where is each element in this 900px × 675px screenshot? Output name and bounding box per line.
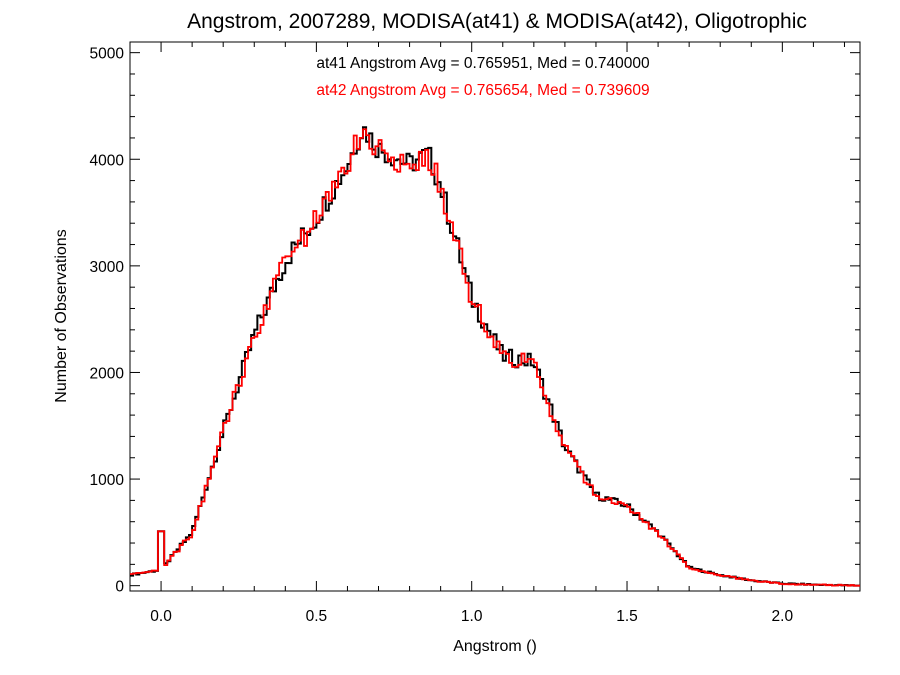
y-tick-label: 1000 <box>90 472 125 489</box>
y-tick-label: 5000 <box>90 46 125 63</box>
series-line-1 <box>130 128 860 587</box>
plot-frame <box>129 41 861 592</box>
annotation-at41: at41 Angstrom Avg = 0.765951, Med = 0.74… <box>316 55 650 72</box>
annotation-at42: at42 Angstrom Avg = 0.765654, Med = 0.73… <box>316 82 649 99</box>
axis-tick-labels: 0.0 0.5 1.0 1.5 2.0 0 1000 2000 3000 4000 5000 <box>90 46 794 625</box>
y-tick-label: 2000 <box>90 365 125 382</box>
chart-title: Angstrom, 2007289, MODISA(at41) & MODISA… <box>187 10 807 33</box>
x-tick-label: 2.0 <box>772 608 794 625</box>
x-axis-label: Angstrom () <box>453 638 537 655</box>
x-tick-label: 1.5 <box>616 608 638 625</box>
x-tick-label: 1.0 <box>461 608 483 625</box>
y-tick-label: 4000 <box>90 152 125 169</box>
x-tick-label: 0.5 <box>306 608 328 625</box>
x-tick-label: 0.0 <box>150 608 172 625</box>
series-layer <box>130 126 860 587</box>
y-tick-label: 0 <box>115 579 124 596</box>
axis-ticks <box>129 42 860 591</box>
y-axis-label: Number of Observations <box>53 229 70 402</box>
y-tick-label: 3000 <box>90 259 125 276</box>
series-line-0 <box>130 126 860 587</box>
